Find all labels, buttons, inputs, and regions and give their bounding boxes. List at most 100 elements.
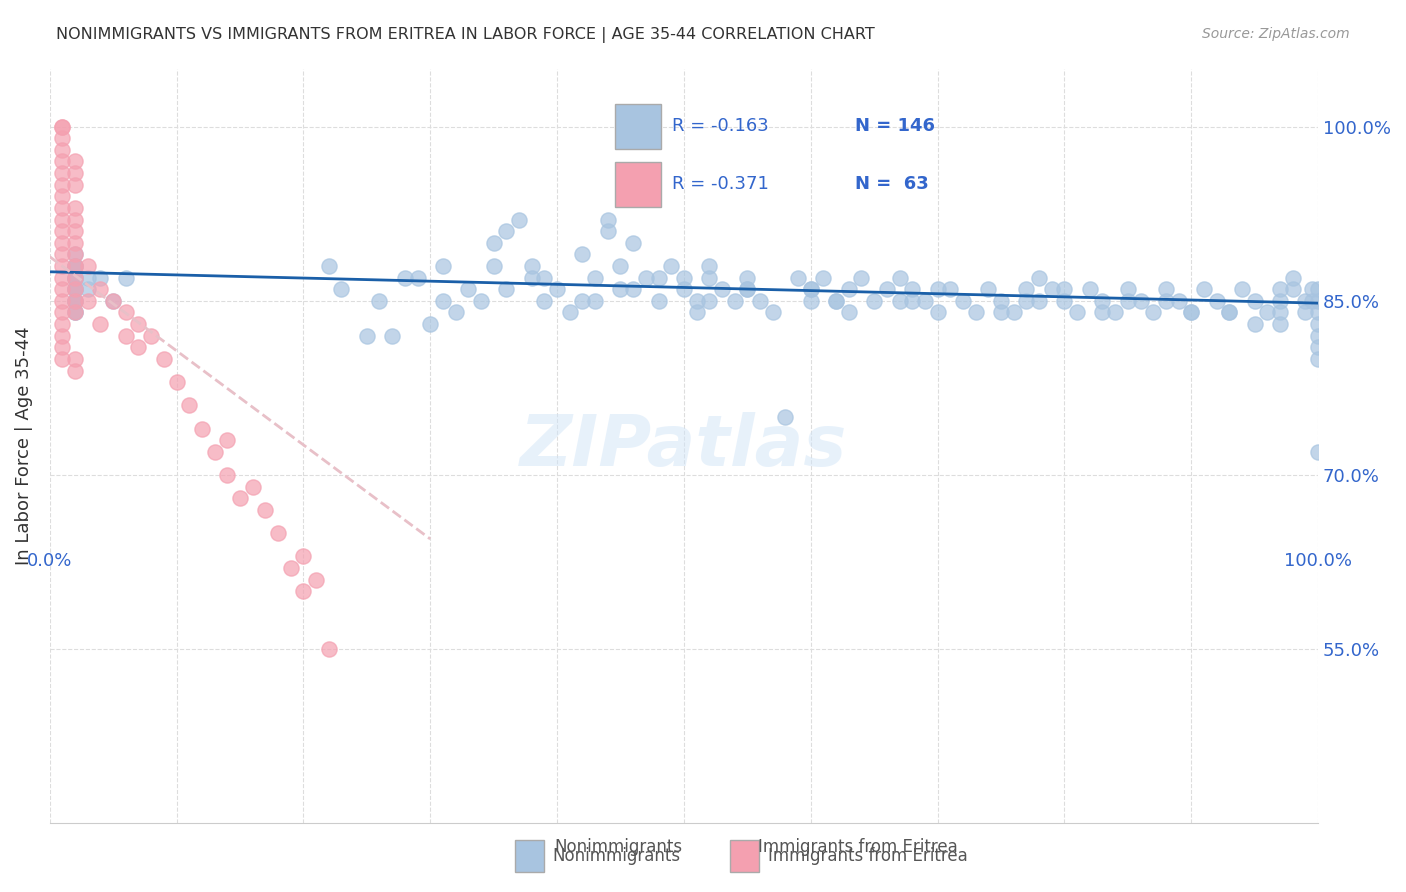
- Text: Immigrants from Eritrea: Immigrants from Eritrea: [758, 838, 957, 856]
- Point: [51, 212, 73, 227]
- Point: [737, 270, 759, 285]
- Point: [1301, 293, 1323, 308]
- Point: [1053, 293, 1076, 308]
- Text: Nonimmigrants: Nonimmigrants: [554, 838, 683, 856]
- Text: NONIMMIGRANTS VS IMMIGRANTS FROM ERITREA IN LABOR FORCE | AGE 35-44 CORRELATION : NONIMMIGRANTS VS IMMIGRANTS FROM ERITREA…: [56, 27, 875, 43]
- Point: [76, 270, 98, 285]
- Point: [242, 480, 264, 494]
- Point: [89, 270, 111, 285]
- Point: [977, 282, 1000, 296]
- Point: [571, 247, 593, 261]
- Point: [1243, 317, 1265, 331]
- Point: [952, 293, 974, 308]
- Point: [470, 293, 492, 308]
- Point: [800, 282, 823, 296]
- Point: [318, 642, 340, 657]
- Point: [1167, 293, 1189, 308]
- Point: [1218, 305, 1240, 319]
- Point: [1308, 317, 1330, 331]
- Point: [51, 235, 73, 250]
- Point: [179, 398, 201, 412]
- Point: [63, 224, 86, 238]
- Point: [558, 305, 581, 319]
- Point: [51, 351, 73, 366]
- Point: [318, 259, 340, 273]
- Point: [330, 282, 353, 296]
- Point: [1281, 270, 1303, 285]
- FancyBboxPatch shape: [730, 840, 759, 872]
- Point: [51, 178, 73, 192]
- Point: [813, 270, 835, 285]
- Text: 0.0%: 0.0%: [27, 551, 72, 570]
- Point: [533, 270, 555, 285]
- Point: [1116, 282, 1139, 296]
- Point: [89, 282, 111, 296]
- Point: [63, 247, 86, 261]
- Point: [63, 293, 86, 308]
- Point: [76, 293, 98, 308]
- Point: [51, 270, 73, 285]
- Point: [724, 293, 747, 308]
- Point: [63, 212, 86, 227]
- Point: [51, 328, 73, 343]
- Point: [647, 270, 669, 285]
- Point: [775, 409, 797, 424]
- Point: [1308, 282, 1330, 296]
- Point: [292, 549, 315, 564]
- Point: [1243, 293, 1265, 308]
- Text: 100.0%: 100.0%: [1284, 551, 1353, 570]
- Point: [63, 201, 86, 215]
- Point: [63, 305, 86, 319]
- Point: [51, 154, 73, 169]
- Point: [127, 317, 149, 331]
- Point: [800, 293, 823, 308]
- Point: [63, 235, 86, 250]
- Point: [406, 270, 429, 285]
- Point: [63, 293, 86, 308]
- Point: [51, 259, 73, 273]
- Point: [153, 351, 176, 366]
- Point: [1308, 293, 1330, 308]
- Point: [1053, 282, 1076, 296]
- Point: [1015, 293, 1038, 308]
- Point: [838, 305, 860, 319]
- Point: [482, 235, 505, 250]
- Point: [63, 363, 86, 377]
- Point: [520, 259, 543, 273]
- Point: [609, 259, 631, 273]
- Point: [89, 317, 111, 331]
- Point: [1218, 305, 1240, 319]
- Point: [63, 351, 86, 366]
- Point: [457, 282, 479, 296]
- Point: [394, 270, 416, 285]
- Point: [901, 282, 924, 296]
- Point: [1091, 293, 1114, 308]
- Point: [1308, 445, 1330, 459]
- Point: [63, 305, 86, 319]
- Point: [1015, 282, 1038, 296]
- Point: [305, 573, 328, 587]
- Point: [596, 212, 619, 227]
- Text: Source: ZipAtlas.com: Source: ZipAtlas.com: [1202, 27, 1350, 41]
- Point: [217, 468, 239, 483]
- Point: [1066, 305, 1088, 319]
- Point: [51, 120, 73, 134]
- Point: [51, 131, 73, 145]
- Point: [101, 293, 124, 308]
- Point: [51, 305, 73, 319]
- Point: [520, 270, 543, 285]
- Point: [482, 259, 505, 273]
- Point: [583, 293, 606, 308]
- Point: [1294, 305, 1316, 319]
- Point: [191, 421, 214, 435]
- Point: [825, 293, 848, 308]
- Point: [647, 293, 669, 308]
- Point: [800, 282, 823, 296]
- Point: [749, 293, 772, 308]
- Point: [697, 259, 720, 273]
- Point: [51, 189, 73, 203]
- Point: [1002, 305, 1025, 319]
- Point: [685, 293, 707, 308]
- Point: [914, 293, 936, 308]
- Point: [1154, 293, 1177, 308]
